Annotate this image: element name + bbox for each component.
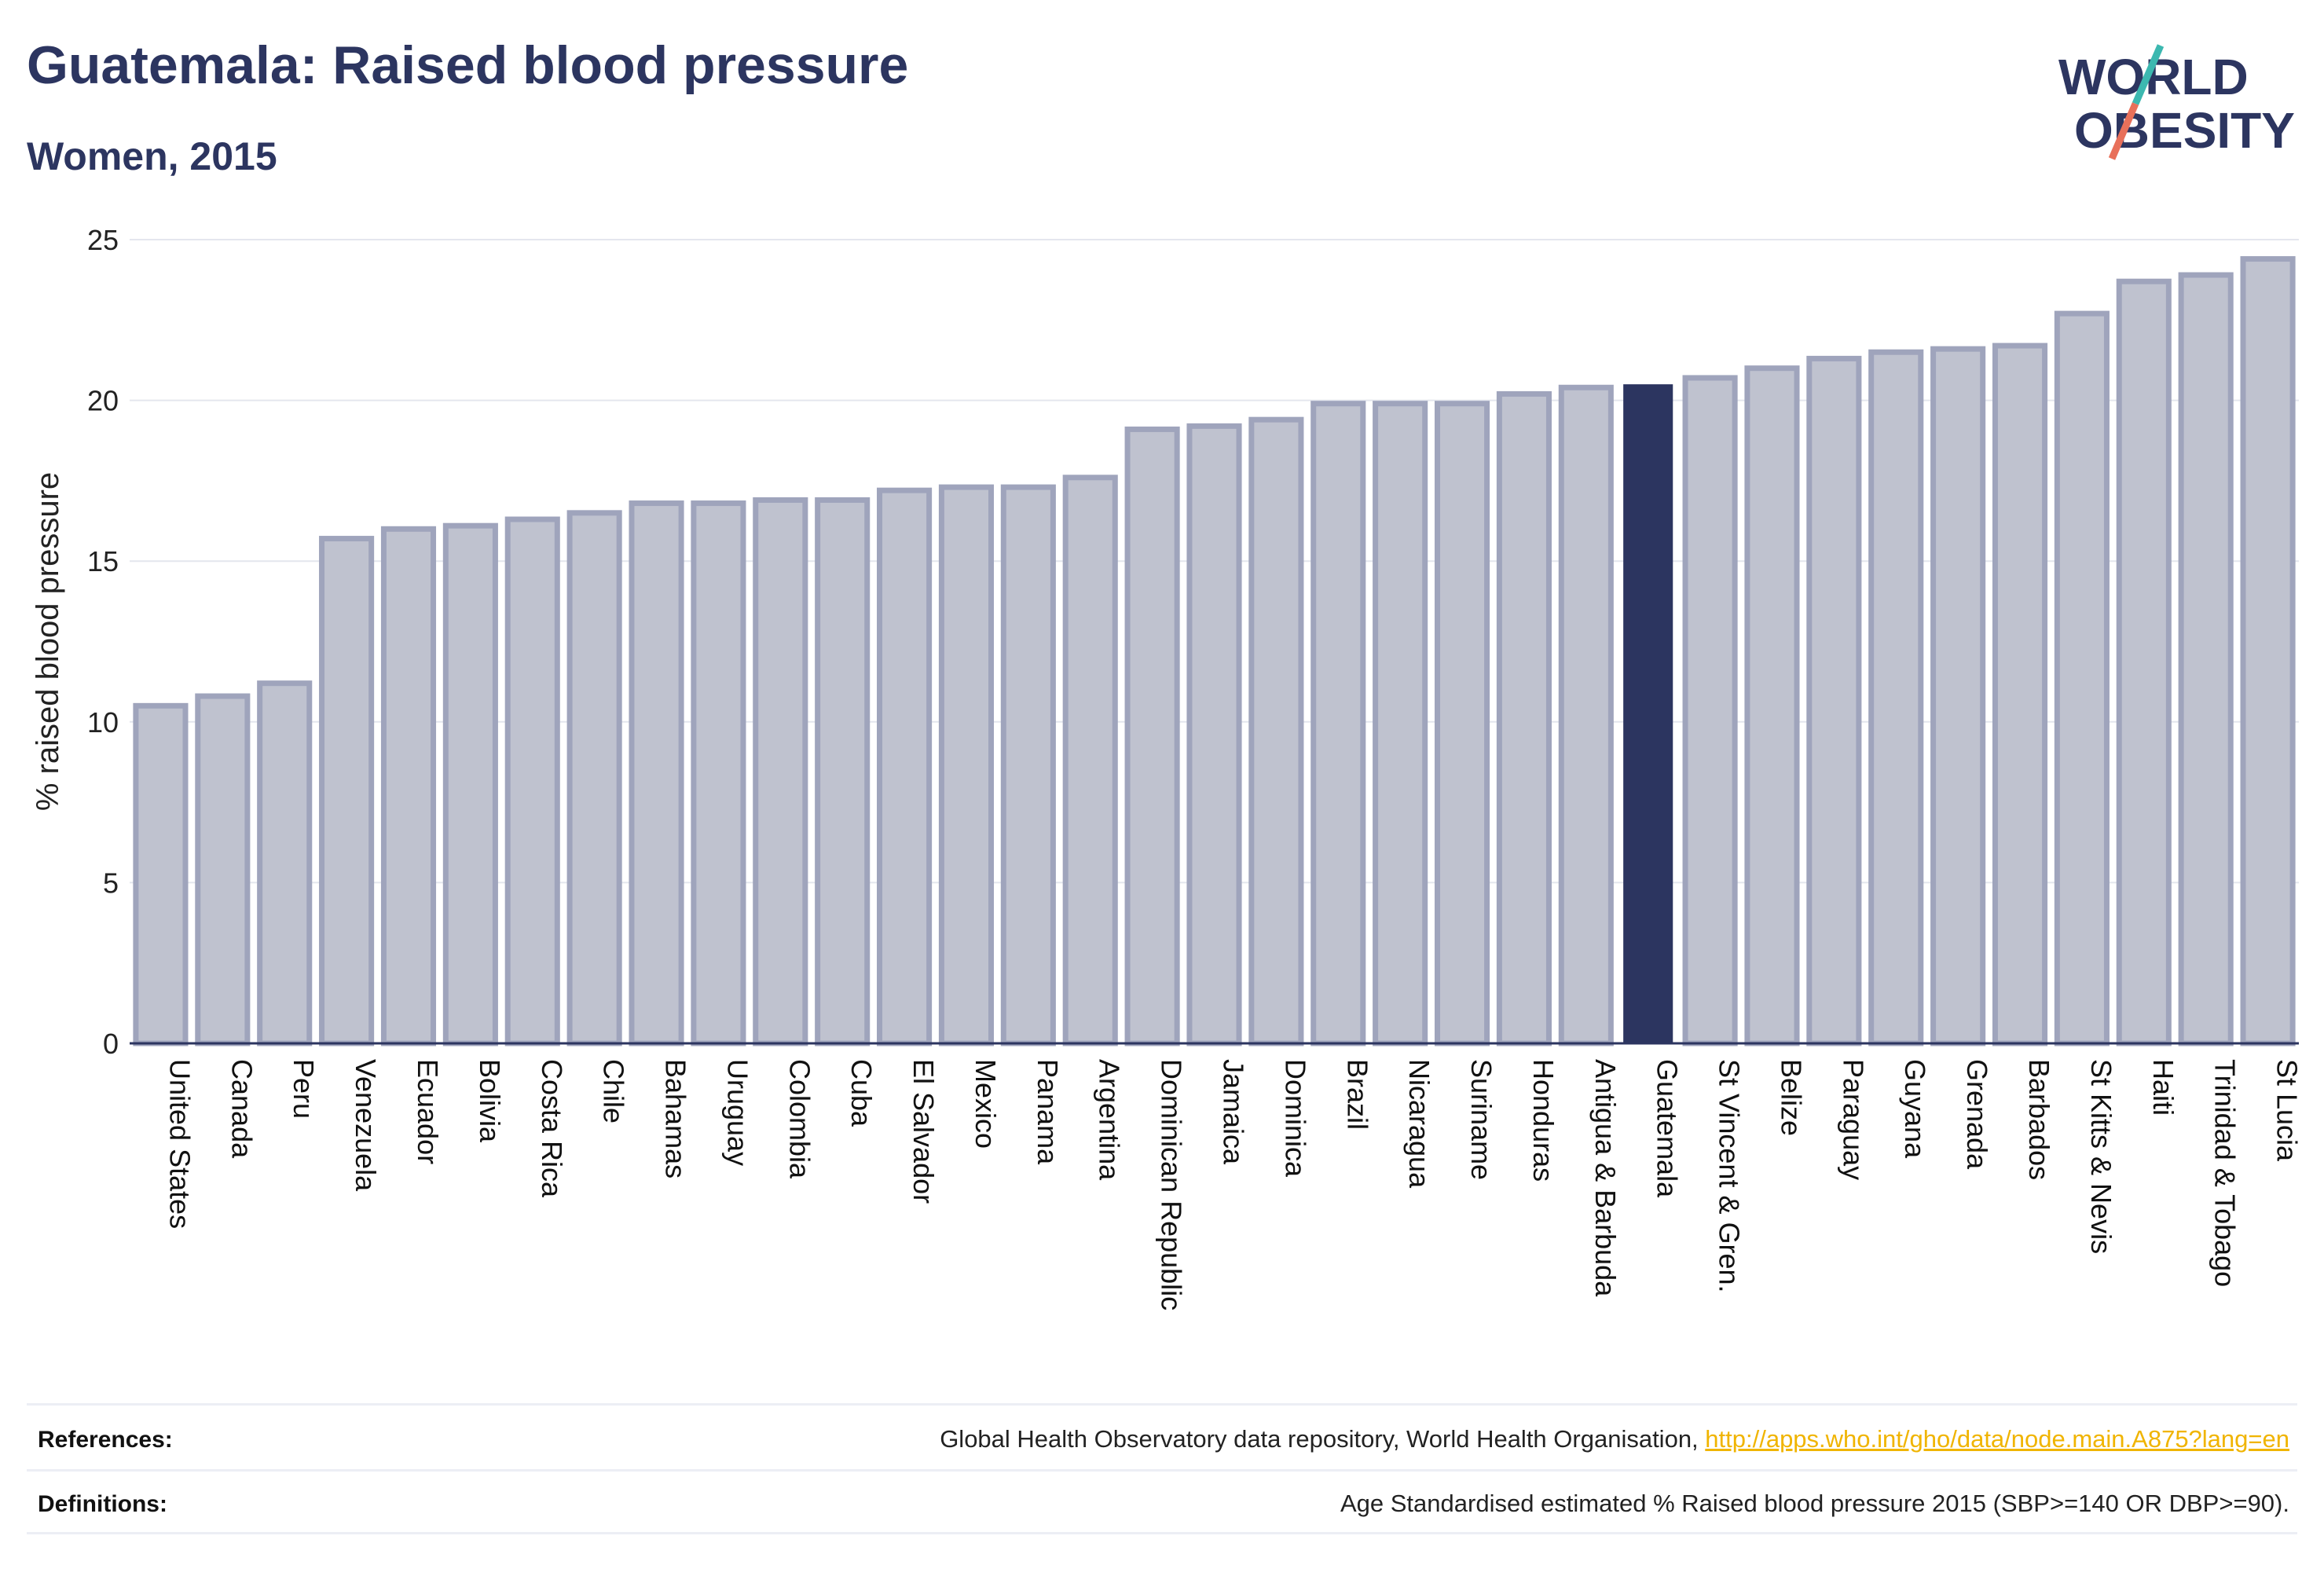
x-tick-label: Dominican Republic <box>1156 1059 1188 1310</box>
x-tick-label: Paraguay <box>1837 1059 1869 1180</box>
y-tick-label: 20 <box>87 385 119 417</box>
world-obesity-logo: WORLD OBESITY <box>2058 44 2295 160</box>
x-tick-label: Suriname <box>1465 1059 1497 1180</box>
bar <box>2116 278 2172 1046</box>
bar <box>938 484 995 1046</box>
bar <box>1744 365 1800 1046</box>
bar <box>753 497 808 1046</box>
footer-divider-bottom <box>27 1532 2297 1534</box>
x-tick-label: Ecuador <box>412 1059 444 1164</box>
footer-divider-top <box>27 1403 2297 1406</box>
references-text: Global Health Observatory data repositor… <box>940 1425 2289 1453</box>
bar <box>1558 384 1614 1046</box>
x-tick-label: Bolivia <box>474 1059 506 1143</box>
bar <box>1000 484 1056 1046</box>
definitions-label: Definitions: <box>38 1491 167 1517</box>
bar <box>195 693 251 1046</box>
bar <box>1062 475 1118 1046</box>
x-tick-label: Haiti <box>2147 1059 2179 1116</box>
x-tick-label: Belize <box>1775 1059 1807 1136</box>
x-tick-label: Honduras <box>1527 1059 1560 1182</box>
bar <box>1868 349 1924 1046</box>
bar <box>1310 401 1366 1046</box>
y-axis-label: % raised blood pressure <box>31 472 65 811</box>
x-tick-label: Peru <box>288 1059 320 1119</box>
bar <box>1930 346 1986 1046</box>
x-tick-label: Costa Rica <box>536 1059 568 1198</box>
x-tick-label: Cuba <box>845 1059 878 1127</box>
logo-slash-top <box>2132 44 2165 105</box>
bar <box>2240 256 2296 1046</box>
x-tick-label: St Lucia <box>2271 1059 2304 1162</box>
chart-title: Guatemala: Raised blood pressure <box>27 35 909 95</box>
x-tick-label: Brazil <box>1341 1059 1373 1130</box>
bar <box>629 500 684 1046</box>
x-tick-label: El Salvador <box>907 1059 940 1204</box>
y-tick-label: 10 <box>87 706 119 739</box>
x-tick-label: Panama <box>1032 1059 1064 1165</box>
x-tick-label: St Vincent & Gren. <box>1714 1059 1746 1293</box>
bar <box>133 702 189 1046</box>
x-tick-label: Trinidad & Tobago <box>2209 1059 2242 1287</box>
bar <box>2178 272 2234 1046</box>
bar <box>380 526 437 1046</box>
bar <box>1682 375 1738 1046</box>
bar <box>319 536 375 1046</box>
bar <box>442 522 498 1046</box>
x-tick-label: Antigua & Barbuda <box>1589 1059 1622 1297</box>
x-tick-label: Argentina <box>1094 1059 1126 1181</box>
y-tick-label: 15 <box>87 545 119 577</box>
bar <box>815 497 871 1046</box>
x-tick-label: United States <box>163 1059 196 1229</box>
bar <box>1124 426 1180 1046</box>
y-tick-label: 0 <box>103 1028 119 1060</box>
bar <box>1248 416 1304 1046</box>
x-tick-label: Chile <box>598 1059 630 1123</box>
logo-line2: OBESITY <box>2074 102 2295 159</box>
logo-slash-bottom <box>2108 102 2139 160</box>
chart-subtitle: Women, 2015 <box>27 134 277 178</box>
bar <box>1992 343 2048 1046</box>
definitions-text: Age Standardised estimated % Raised bloo… <box>1340 1490 2289 1517</box>
bar <box>1496 390 1552 1046</box>
bar <box>877 487 933 1046</box>
y-tick-label: 5 <box>103 867 119 899</box>
references-source: Global Health Observatory data repositor… <box>940 1425 1706 1453</box>
x-tick-label: Guyana <box>1899 1059 1931 1159</box>
x-tick-label: Venezuela <box>350 1059 382 1192</box>
bar <box>257 680 313 1046</box>
x-tick-label: Jamaica <box>1218 1059 1250 1165</box>
x-tick-label: St Kitts & Nevis <box>2085 1059 2117 1254</box>
x-tick-label: Guatemala <box>1651 1059 1684 1198</box>
bar <box>1186 423 1242 1046</box>
x-tick-label: Dominica <box>1279 1059 1311 1178</box>
bar <box>566 510 622 1046</box>
references-label: References: <box>38 1427 173 1453</box>
x-tick-label: Nicaragua <box>1403 1059 1435 1189</box>
bar <box>504 516 560 1046</box>
x-tick-label: Colombia <box>783 1059 816 1179</box>
x-tick-label: Mexico <box>970 1059 1002 1149</box>
x-tick-label: Canada <box>225 1059 258 1159</box>
bar <box>1373 401 1428 1046</box>
x-tick-label: Grenada <box>1961 1059 1993 1170</box>
x-tick-label: Barbados <box>2023 1059 2055 1180</box>
bar <box>1806 355 1862 1046</box>
footer-divider-middle <box>27 1469 2297 1472</box>
bar-chart: 0 5 10 15 20 25 % raised blood pressure United … <box>31 224 2304 1310</box>
bar-highlight <box>1623 384 1673 1043</box>
bar <box>691 500 746 1046</box>
x-tick-label: Uruguay <box>721 1059 753 1166</box>
y-tick-label: 25 <box>87 224 119 256</box>
x-tick-label: Bahamas <box>660 1059 692 1178</box>
bar <box>1434 401 1490 1046</box>
references-link[interactable]: http://apps.who.int/gho/data/node.main.A… <box>1705 1425 2289 1453</box>
bar <box>2054 310 2110 1046</box>
